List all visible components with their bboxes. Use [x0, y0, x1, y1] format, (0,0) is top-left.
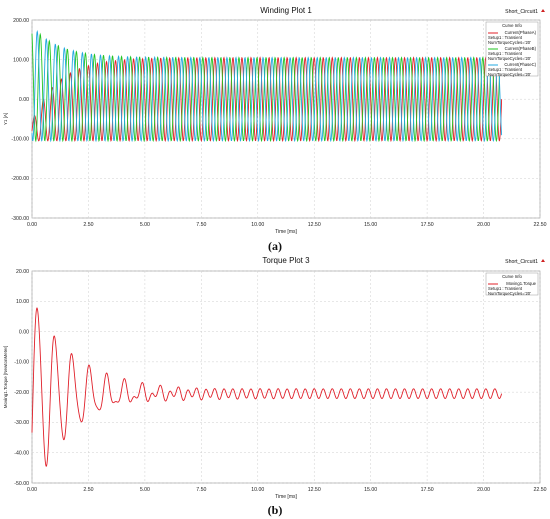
- x-tick-label: 20.00: [477, 222, 490, 228]
- y-tick-label: -30.00: [14, 420, 29, 426]
- legend-box: [485, 272, 539, 296]
- corner-marker-icon: [541, 9, 545, 12]
- y-axis-label: Y1 [A]: [3, 113, 8, 125]
- caption-a: (a): [0, 239, 550, 254]
- y-axis-label: Moving1.Torque [NewtonMeter]: [3, 346, 8, 409]
- x-tick-label: 0.00: [27, 222, 37, 228]
- chart-title: Winding Plot 1: [260, 6, 312, 15]
- x-tick-label: 10.00: [251, 487, 264, 493]
- y-tick-label: -10.00: [14, 360, 29, 366]
- x-tick-label: 22.50: [534, 487, 547, 493]
- x-axis-label: Time [ms]: [275, 494, 297, 500]
- legend-title: Curve Info: [502, 274, 522, 279]
- x-tick-label: 10.00: [251, 222, 264, 228]
- x-tick-label: 7.50: [196, 487, 206, 493]
- chart-0: 0.00 2.50 5.00 7.50 10.00 12.50 15.00 17.50 20.0…: [3, 6, 547, 235]
- x-tick-label: 2.50: [83, 222, 93, 228]
- legend-param: NumTorqueCycles='20': [488, 40, 531, 45]
- chart-corner-label: Short_Circuit1: [505, 9, 538, 15]
- series-line-1: [31, 307, 503, 467]
- x-tick-label: 17.50: [421, 222, 434, 228]
- legend-setup: Setup1 : Transient: [488, 51, 523, 56]
- x-tick-label: 12.50: [308, 487, 321, 493]
- series-line-3: [31, 29, 503, 143]
- chart-title: Torque Plot 3: [262, 256, 310, 265]
- legend-series-name: Moving1.Torque: [506, 281, 536, 286]
- x-tick-label: 5.00: [140, 487, 150, 493]
- legend-box: [485, 21, 539, 77]
- legend-param: NumTorqueCycles='20': [488, 72, 531, 77]
- x-tick-label: 0.00: [27, 487, 37, 493]
- legend-series-name: Current(PhaseA): [505, 30, 537, 35]
- x-tick-label: 15.00: [364, 487, 377, 493]
- x-tick-label: 22.50: [534, 222, 547, 228]
- y-tick-label: 0.00: [19, 329, 29, 335]
- y-tick-label: 10.00: [16, 299, 29, 305]
- legend-param: NumTorqueCycles='20': [488, 291, 531, 296]
- y-tick-label: 100.00: [13, 57, 29, 63]
- legend-series-name: Current(PhaseB): [505, 46, 537, 51]
- plot-area: [31, 270, 541, 484]
- legend-param: NumTorqueCycles='20': [488, 56, 531, 61]
- legend-setup: Setup1 : Transient: [488, 67, 523, 72]
- chart-1: 0.00 2.50 5.00 7.50 10.00 12.50 15.00 17.50 20.0…: [3, 256, 547, 500]
- legend-series-name: Current(PhaseC): [504, 62, 536, 67]
- x-tick-label: 5.00: [140, 222, 150, 228]
- legend-setup: Setup1 : Transient: [488, 286, 523, 291]
- series-line-2: [31, 32, 503, 143]
- caption-a-text: (a): [268, 239, 282, 253]
- x-tick-label: 2.50: [83, 487, 93, 493]
- series-line-1: [31, 56, 503, 143]
- y-tick-label: 0.00: [19, 97, 29, 103]
- corner-marker-icon: [541, 259, 545, 262]
- y-tick-label: -40.00: [14, 451, 29, 457]
- y-tick-label: -200.00: [11, 176, 29, 182]
- y-tick-label: -20.00: [14, 390, 29, 396]
- x-tick-label: 17.50: [421, 487, 434, 493]
- y-tick-label: -300.00: [11, 216, 29, 222]
- x-tick-label: 20.00: [477, 487, 490, 493]
- legend-setup: Setup1 : Transient: [488, 35, 523, 40]
- x-tick-label: 12.50: [308, 222, 321, 228]
- x-tick-label: 15.00: [364, 222, 377, 228]
- x-axis-label: Time [ms]: [275, 229, 297, 235]
- caption-b-text: (b): [267, 503, 283, 517]
- legend-title: Curve Info: [502, 23, 522, 28]
- chart-corner-label: Short_Circuit1: [505, 259, 538, 265]
- y-tick-label: -50.00: [14, 481, 29, 487]
- y-tick-label: -100.00: [11, 137, 29, 143]
- x-tick-label: 7.50: [196, 222, 206, 228]
- caption-b: (b): [0, 503, 550, 518]
- y-tick-label: 20.00: [16, 269, 29, 275]
- plot-area: [31, 19, 541, 219]
- y-tick-label: 200.00: [13, 18, 29, 24]
